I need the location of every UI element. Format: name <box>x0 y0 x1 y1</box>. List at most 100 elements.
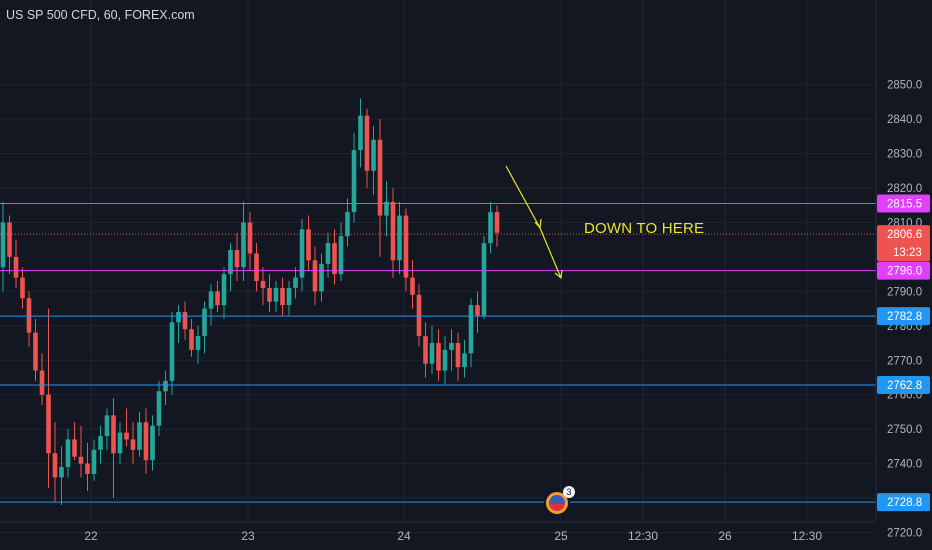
candle-body <box>124 432 129 440</box>
time-tick-label: 22 <box>84 529 98 543</box>
candle <box>247 212 253 271</box>
candle-body <box>91 449 97 474</box>
candle-body <box>280 287 285 306</box>
candle-body <box>0 222 6 268</box>
candle <box>260 267 266 306</box>
price-tick-label: 2740.0 <box>887 459 922 471</box>
candle <box>156 380 162 437</box>
candle <box>20 267 25 309</box>
candle-body <box>169 322 175 381</box>
candle-body <box>247 222 253 254</box>
candle <box>338 222 344 282</box>
candle-body <box>117 432 123 454</box>
candle-body <box>449 343 454 350</box>
candle <box>72 422 77 461</box>
candle <box>241 201 246 282</box>
candle-body <box>429 343 435 364</box>
candle <box>7 215 12 275</box>
candle <box>169 312 175 395</box>
events-count: 3 <box>563 486 575 498</box>
candle-body <box>481 243 487 316</box>
candle <box>358 98 363 168</box>
arrow-mid-head <box>534 218 542 230</box>
price-label-text: 2728.8 <box>887 497 922 509</box>
candle-body <box>455 343 461 368</box>
candle <box>91 439 97 481</box>
price-tick-label: 2820.0 <box>887 183 922 195</box>
price-label-box <box>877 493 930 512</box>
candle-body <box>130 439 136 450</box>
candle <box>423 322 428 378</box>
candle <box>143 408 149 474</box>
price-tick-label: 2770.0 <box>887 355 922 367</box>
candle-body <box>241 222 246 268</box>
candle <box>33 318 38 381</box>
candle <box>26 291 32 347</box>
candle <box>111 398 116 499</box>
candle-body <box>72 439 77 457</box>
candle-body <box>143 422 149 461</box>
last-price-box <box>877 225 930 262</box>
candle-body <box>462 353 467 368</box>
candle-body <box>488 212 493 244</box>
candle <box>384 181 389 237</box>
candle <box>130 422 136 464</box>
candle <box>390 188 396 278</box>
candle <box>280 277 285 316</box>
candlestick-series <box>0 98 500 505</box>
candle <box>351 132 357 223</box>
candle <box>377 119 383 257</box>
candle <box>85 442 90 492</box>
price-label-text: 2796.0 <box>887 266 922 278</box>
annotation-text[interactable]: DOWN TO HERE <box>584 220 705 237</box>
candle-body <box>384 201 389 216</box>
candle-body <box>195 336 201 350</box>
countdown-text: 13:23 <box>893 247 922 259</box>
candle-body <box>351 150 357 213</box>
candle-body <box>65 439 71 468</box>
price-tick-label: 2720.0 <box>887 528 922 540</box>
candle-body <box>358 115 363 151</box>
candle <box>150 415 155 471</box>
candle-body <box>325 243 331 264</box>
candle <box>59 446 64 505</box>
candle <box>13 239 19 288</box>
candle-body <box>20 277 25 299</box>
time-tick-label: 12:30 <box>628 529 658 543</box>
candle-body <box>338 236 344 275</box>
candle-body <box>182 312 188 330</box>
candle-body <box>299 229 305 278</box>
us-flag-icon <box>549 495 565 511</box>
candle-body <box>468 305 474 354</box>
candle <box>475 291 480 333</box>
time-tick-label: 25 <box>554 529 568 543</box>
events-badge[interactable]: 3 <box>544 486 575 516</box>
candle <box>234 232 240 282</box>
candle-body <box>436 343 441 371</box>
price-tick-label: 2840.0 <box>887 114 922 126</box>
candle-body <box>293 277 298 288</box>
candle <box>371 125 376 195</box>
candle <box>98 425 103 464</box>
candle-body <box>208 291 214 309</box>
candle <box>0 201 6 292</box>
candle-body <box>163 380 168 392</box>
candle <box>189 318 194 357</box>
candle-body <box>202 308 207 337</box>
candle <box>410 260 415 309</box>
candle-body <box>215 291 220 306</box>
candle <box>306 215 311 271</box>
candle <box>481 236 487 319</box>
candle-body <box>7 222 12 257</box>
candle-body <box>273 287 279 302</box>
candle <box>137 411 142 457</box>
candle <box>364 108 370 188</box>
candle <box>195 325 201 364</box>
candle-body <box>33 332 38 371</box>
candle-body <box>260 281 266 288</box>
candle <box>65 429 71 478</box>
candle <box>78 425 84 478</box>
time-tick-label: 26 <box>718 529 732 543</box>
candle <box>117 422 123 464</box>
